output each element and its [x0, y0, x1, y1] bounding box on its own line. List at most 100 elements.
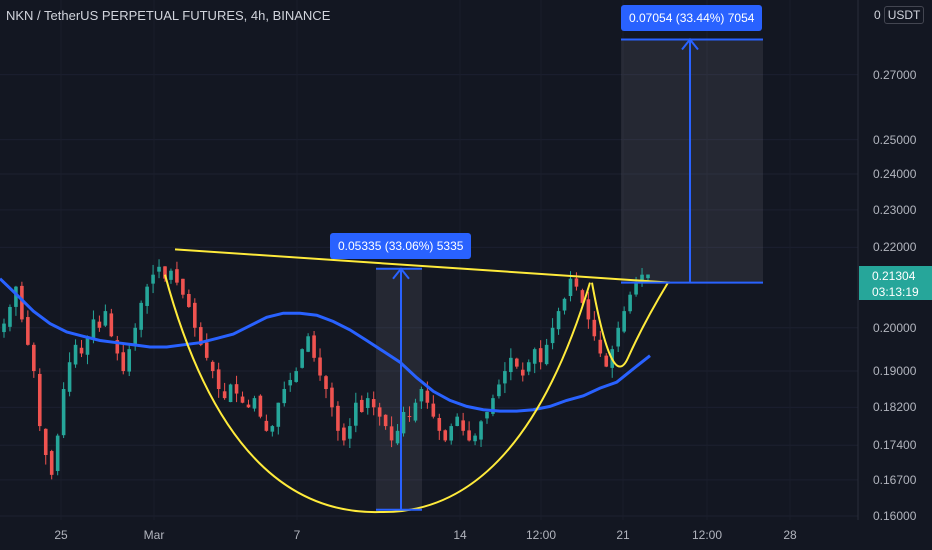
- measure-zone-lower: [376, 268, 422, 510]
- candle-body: [479, 421, 483, 440]
- candle-body: [43, 428, 48, 456]
- candle-body: [443, 430, 448, 441]
- candle-body: [544, 344, 549, 365]
- candle-body: [371, 399, 376, 408]
- candle-body: [497, 384, 501, 397]
- y-tick-label: 0.22000: [873, 240, 917, 255]
- measure-shading: [376, 39, 763, 510]
- measure-lower-head: [392, 267, 410, 280]
- measure-upper-head: [681, 37, 699, 51]
- y-tick-label: 0.27000: [873, 67, 917, 82]
- candle-body: [634, 282, 638, 295]
- x-tick-label: 25: [54, 528, 68, 542]
- candle-body: [26, 317, 30, 345]
- candle-body: [258, 395, 263, 417]
- candle-body: [574, 278, 579, 287]
- candle-body: [204, 342, 209, 358]
- candle-body: [103, 311, 108, 326]
- candle-body: [628, 294, 632, 312]
- candle-body: [616, 327, 620, 347]
- candle-body: [520, 369, 525, 376]
- candle-body: [252, 398, 257, 409]
- candle-body: [193, 302, 197, 328]
- candle-body: [449, 426, 454, 441]
- candle-body: [622, 311, 626, 332]
- candle-body: [20, 285, 24, 320]
- cup-and-handle-pattern: [164, 248, 671, 514]
- y-tick-label: 0.23000: [873, 202, 917, 217]
- candle-body: [133, 327, 137, 347]
- candle-body: [139, 302, 143, 330]
- candle-body: [515, 358, 519, 367]
- candle-body: [79, 347, 84, 354]
- candle-body: [562, 298, 567, 311]
- candle-body: [175, 269, 179, 283]
- candle-body: [264, 420, 269, 431]
- candle-body: [359, 399, 364, 412]
- candle-body: [437, 417, 442, 431]
- candlesticks: [2, 259, 650, 480]
- candle-body: [455, 416, 459, 427]
- candle-body: [532, 349, 537, 364]
- x-tick-label: 12:00: [691, 528, 723, 542]
- last-price-value: 0.21304: [872, 269, 916, 283]
- candle-body: [389, 426, 394, 441]
- candle-body: [330, 387, 334, 408]
- chart-title: NKN / TetherUS PERPETUAL FUTURES, 4h, BI…: [6, 8, 331, 23]
- y-tick-label: 0.17400: [873, 438, 917, 453]
- x-tick-label: 12:00: [525, 528, 557, 542]
- candle-body: [377, 407, 382, 417]
- candle-body: [282, 389, 287, 404]
- x-tick-label: 28: [783, 528, 797, 542]
- candle-body: [91, 319, 96, 339]
- candle-body: [461, 420, 465, 431]
- candle-body: [312, 335, 316, 358]
- candle-body: [598, 339, 603, 354]
- y-tick-label: 0.19000: [873, 364, 917, 379]
- candle-body: [395, 430, 400, 444]
- candle-body: [97, 321, 102, 328]
- candle-body: [556, 311, 561, 330]
- moving-average-line: [0, 277, 651, 413]
- candle-body: [300, 349, 304, 368]
- candle-body: [306, 336, 310, 352]
- countdown-timer: 03:13:19: [872, 285, 919, 299]
- candle-body: [365, 398, 370, 409]
- candle-body: [586, 299, 591, 320]
- x-tick-label: Mar: [143, 528, 165, 542]
- candle-body: [419, 389, 424, 402]
- candle-body: [485, 411, 489, 419]
- candle-body: [568, 278, 573, 297]
- candle-body: [413, 402, 418, 421]
- candle-body: [538, 348, 543, 363]
- candle-body: [503, 371, 507, 384]
- candle-body: [73, 344, 78, 365]
- candle-body: [336, 405, 340, 431]
- candle-body: [342, 427, 346, 441]
- candle-body: [491, 398, 495, 414]
- y-tick-label: 0.18200: [873, 400, 917, 415]
- candle-body: [354, 402, 358, 426]
- measure-label-lower[interactable]: 0.05335 (33.06%) 5335: [330, 233, 472, 259]
- candle-body: [109, 313, 114, 337]
- y-tick-label: 0.16700: [873, 472, 917, 487]
- candle-body: [228, 384, 233, 403]
- candle-body: [509, 357, 513, 373]
- moving-average: [0, 277, 651, 413]
- candle-body: [14, 286, 18, 307]
- y-tick-label: 0.20000: [873, 320, 917, 335]
- currency-selector[interactable]: 0 USDT: [874, 6, 925, 24]
- candle-body: [592, 319, 597, 337]
- candle-body: [276, 402, 281, 427]
- x-tick-label: 14: [453, 528, 467, 542]
- candle-body: [318, 357, 322, 376]
- neckline: [174, 248, 671, 284]
- candle-body: [348, 426, 352, 439]
- cup-curve: [164, 274, 591, 514]
- candle-body: [324, 376, 328, 390]
- measure-label-upper[interactable]: 0.07054 (33.44%) 7054: [621, 5, 763, 31]
- candle-body: [187, 293, 191, 307]
- candle-body: [401, 411, 406, 434]
- candle-body: [240, 396, 245, 403]
